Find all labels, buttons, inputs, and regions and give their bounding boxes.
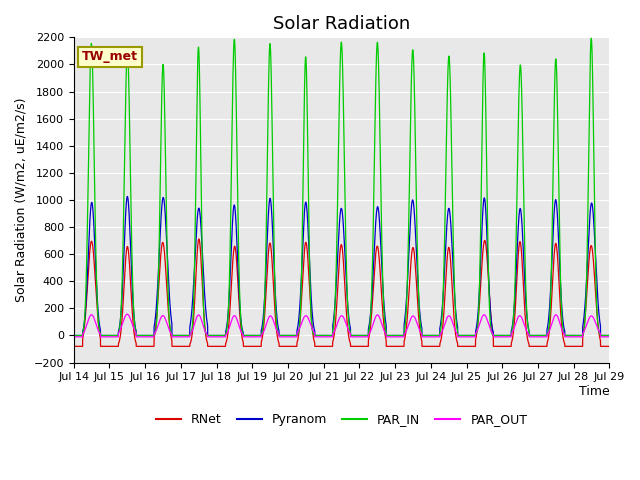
PAR_OUT	[492, 334, 500, 340]
PAR_OUT	[70, 334, 77, 340]
RNet	[195, 236, 203, 242]
PAR_IN	[70, 333, 77, 338]
Pyranom	[166, 304, 174, 310]
PAR_IN	[461, 333, 469, 338]
Pyranom	[605, 333, 612, 338]
Y-axis label: Solar Radiation (W/m2, uE/m2/s): Solar Radiation (W/m2, uE/m2/s)	[15, 98, 28, 302]
PAR_OUT	[432, 334, 440, 340]
PAR_OUT	[605, 334, 613, 340]
PAR_OUT	[166, 329, 174, 335]
PAR_OUT	[461, 334, 469, 340]
RNet	[166, 326, 174, 332]
Line: PAR_OUT: PAR_OUT	[74, 314, 609, 337]
PAR_OUT	[605, 334, 612, 340]
Pyranom	[492, 333, 500, 338]
PAR_IN	[321, 333, 329, 338]
Text: Time: Time	[579, 385, 609, 398]
RNet	[322, 344, 330, 349]
RNet	[605, 344, 612, 349]
Title: Solar Radiation: Solar Radiation	[273, 15, 410, 33]
Legend: RNet, Pyranom, PAR_IN, PAR_OUT: RNet, Pyranom, PAR_IN, PAR_OUT	[151, 408, 532, 431]
PAR_IN	[166, 324, 174, 330]
RNet	[605, 344, 613, 349]
Line: PAR_IN: PAR_IN	[74, 38, 609, 336]
RNet	[70, 344, 77, 349]
Text: TW_met: TW_met	[82, 50, 138, 63]
PAR_IN	[588, 36, 595, 41]
Pyranom	[322, 333, 330, 338]
RNet	[461, 344, 469, 349]
PAR_IN	[492, 333, 500, 338]
Line: RNet: RNet	[74, 239, 609, 347]
Pyranom	[432, 333, 440, 338]
Pyranom	[124, 193, 131, 199]
PAR_IN	[432, 333, 440, 338]
RNet	[432, 344, 440, 349]
PAR_OUT	[124, 312, 131, 317]
PAR_IN	[605, 333, 613, 338]
RNet	[492, 344, 500, 349]
PAR_IN	[605, 333, 612, 338]
PAR_OUT	[322, 334, 330, 340]
Pyranom	[461, 333, 469, 338]
Pyranom	[605, 333, 613, 338]
Line: Pyranom: Pyranom	[74, 196, 609, 336]
Pyranom	[70, 333, 77, 338]
